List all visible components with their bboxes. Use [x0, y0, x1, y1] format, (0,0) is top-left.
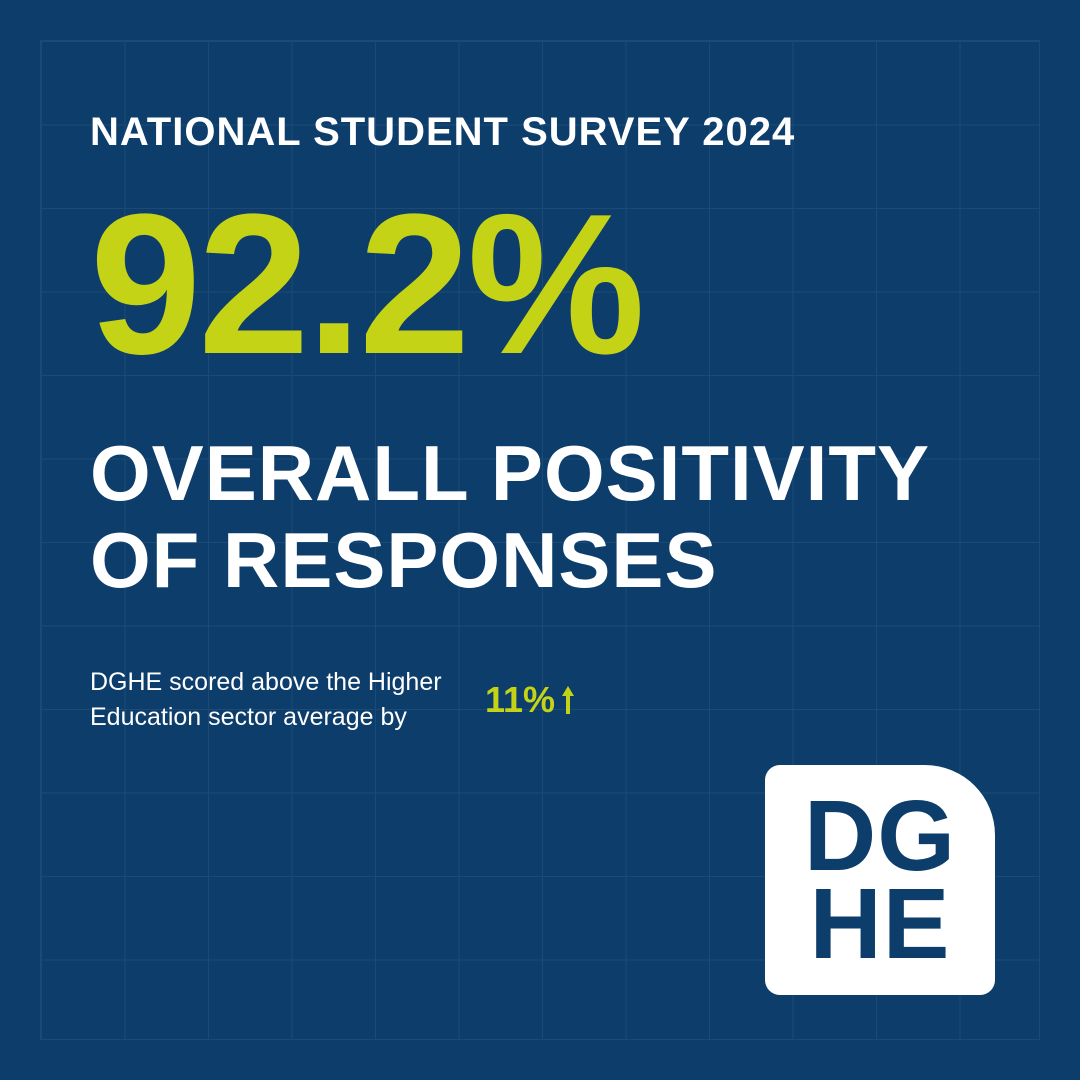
arrow-up-icon — [560, 684, 576, 716]
accent-percentage: 11% — [485, 679, 576, 721]
subtitle-text: OVERALL POSITIVITY OF RESPONSES — [90, 430, 990, 605]
content-area: NATIONAL STUDENT SURVEY 2024 92.2% OVERA… — [40, 40, 1040, 1040]
footer-row: DGHE scored above the Higher Education s… — [90, 665, 990, 735]
accent-value-text: 11% — [485, 679, 555, 721]
infographic-container: NATIONAL STUDENT SURVEY 2024 92.2% OVERA… — [0, 0, 1080, 1080]
survey-title: NATIONAL STUDENT SURVEY 2024 — [90, 110, 990, 155]
main-percentage: 92.2% — [90, 185, 990, 385]
footer-description: DGHE scored above the Higher Education s… — [90, 665, 460, 735]
